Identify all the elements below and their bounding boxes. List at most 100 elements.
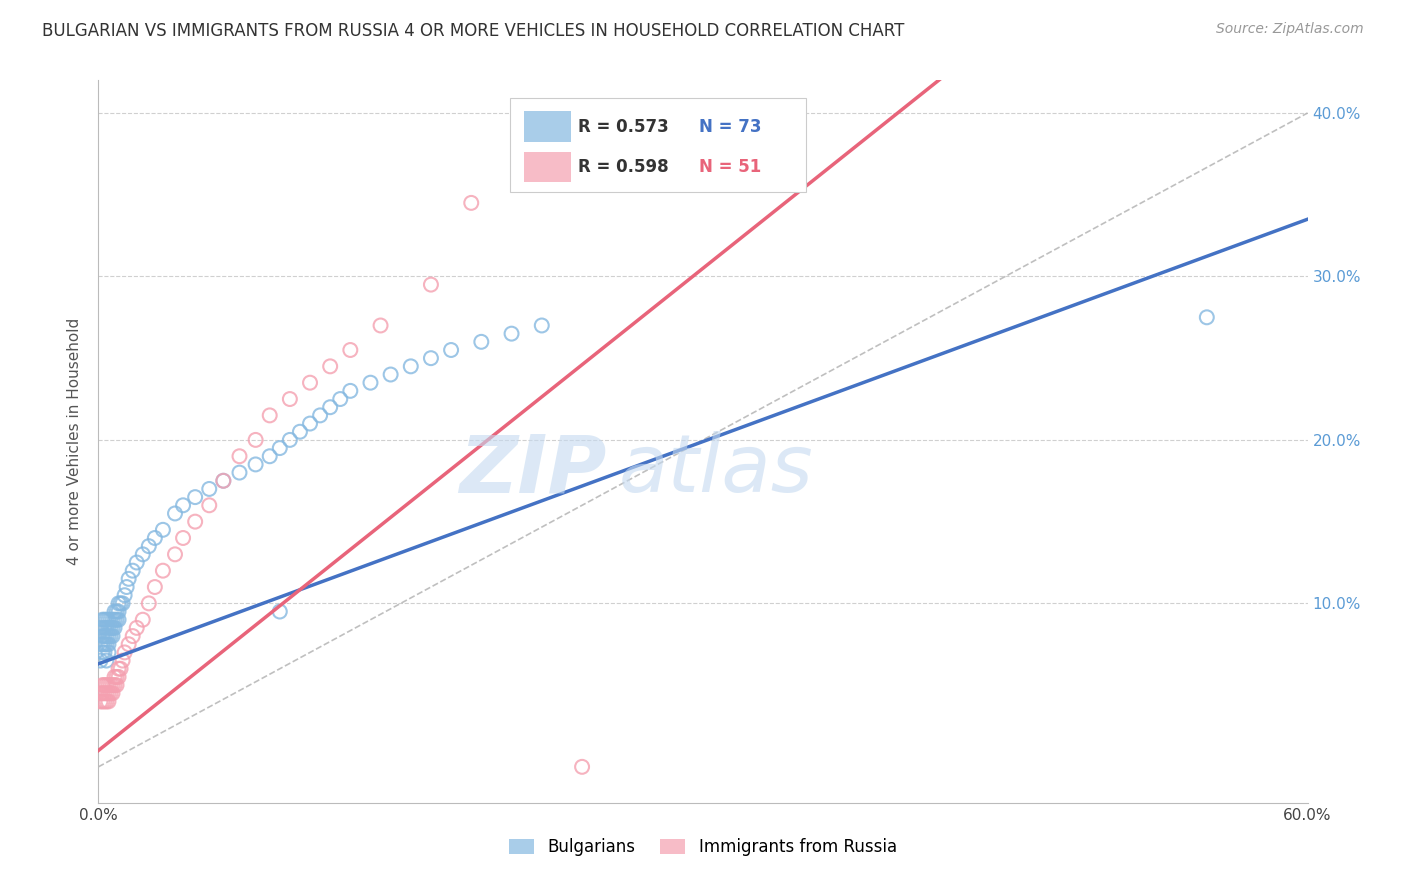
Point xyxy=(101,621,124,635)
Point xyxy=(125,621,148,635)
Point xyxy=(278,392,301,406)
Point xyxy=(93,629,115,643)
Point xyxy=(530,318,553,333)
Point xyxy=(228,466,250,480)
Point xyxy=(420,277,443,292)
Point xyxy=(184,490,207,504)
Point xyxy=(198,498,221,512)
Point xyxy=(163,547,186,561)
Point xyxy=(107,662,129,676)
Point xyxy=(309,409,332,423)
Point xyxy=(100,629,122,643)
Point xyxy=(501,326,523,341)
Text: atlas: atlas xyxy=(619,432,813,509)
Point xyxy=(115,580,138,594)
Point xyxy=(172,531,194,545)
Point xyxy=(93,694,115,708)
Point xyxy=(97,686,120,700)
Point xyxy=(93,686,115,700)
Point xyxy=(339,384,361,398)
Point xyxy=(100,613,122,627)
Point xyxy=(91,694,114,708)
Point xyxy=(89,686,111,700)
Point xyxy=(212,474,235,488)
Point xyxy=(184,515,207,529)
Point xyxy=(105,605,128,619)
Point xyxy=(440,343,463,357)
Point xyxy=(470,334,492,349)
Point xyxy=(103,621,125,635)
Point xyxy=(91,637,114,651)
Point xyxy=(672,171,695,186)
Point xyxy=(1195,310,1218,325)
Point xyxy=(96,678,118,692)
Point xyxy=(110,662,132,676)
Point xyxy=(96,694,118,708)
Point xyxy=(89,694,111,708)
Point xyxy=(460,195,482,210)
Point xyxy=(114,645,136,659)
Point xyxy=(91,686,114,700)
Point xyxy=(101,686,124,700)
Point xyxy=(420,351,443,366)
Point xyxy=(132,613,155,627)
Point xyxy=(100,621,122,635)
Point xyxy=(96,654,118,668)
Point xyxy=(103,605,125,619)
Point xyxy=(97,637,120,651)
Point xyxy=(91,629,114,643)
Text: Source: ZipAtlas.com: Source: ZipAtlas.com xyxy=(1216,22,1364,37)
Point xyxy=(259,449,281,463)
FancyBboxPatch shape xyxy=(509,98,806,193)
Point xyxy=(89,637,111,651)
Point xyxy=(107,613,129,627)
Point xyxy=(370,318,392,333)
Point xyxy=(97,678,120,692)
Point xyxy=(101,678,124,692)
Point xyxy=(103,670,125,684)
Point xyxy=(97,613,120,627)
Point xyxy=(319,401,342,415)
Point xyxy=(89,654,111,668)
Point xyxy=(97,621,120,635)
Point xyxy=(91,645,114,659)
Point xyxy=(97,629,120,643)
Point xyxy=(101,629,124,643)
Point xyxy=(93,637,115,651)
Point xyxy=(105,678,128,692)
Point xyxy=(269,441,291,455)
Point xyxy=(288,425,311,439)
FancyBboxPatch shape xyxy=(524,152,571,182)
Point xyxy=(96,621,118,635)
Point xyxy=(103,678,125,692)
Point xyxy=(121,629,143,643)
Point xyxy=(97,694,120,708)
Point xyxy=(100,678,122,692)
Point xyxy=(132,547,155,561)
Point xyxy=(107,596,129,610)
Text: BULGARIAN VS IMMIGRANTS FROM RUSSIA 4 OR MORE VEHICLES IN HOUSEHOLD CORRELATION : BULGARIAN VS IMMIGRANTS FROM RUSSIA 4 OR… xyxy=(42,22,904,40)
Point xyxy=(228,449,250,463)
Point xyxy=(299,417,322,431)
Point xyxy=(91,613,114,627)
Point xyxy=(399,359,422,374)
Point xyxy=(110,596,132,610)
Point xyxy=(259,409,281,423)
Text: N = 73: N = 73 xyxy=(699,118,762,136)
Point xyxy=(212,474,235,488)
Point xyxy=(571,760,593,774)
Point xyxy=(114,588,136,602)
Text: R = 0.598: R = 0.598 xyxy=(578,158,669,176)
Point xyxy=(299,376,322,390)
FancyBboxPatch shape xyxy=(524,112,571,142)
Point xyxy=(245,433,267,447)
Legend: Bulgarians, Immigrants from Russia: Bulgarians, Immigrants from Russia xyxy=(502,831,904,863)
Point xyxy=(163,507,186,521)
Point xyxy=(97,645,120,659)
Point xyxy=(143,531,166,545)
Point xyxy=(96,629,118,643)
Point xyxy=(89,621,111,635)
Point xyxy=(121,564,143,578)
Point xyxy=(105,670,128,684)
Point xyxy=(152,564,174,578)
